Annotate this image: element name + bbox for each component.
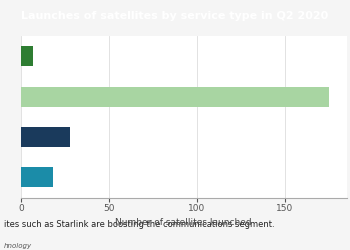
Bar [21, 46, 33, 66]
Bar [21, 167, 52, 188]
Bar [21, 127, 70, 147]
Bar [21, 87, 329, 107]
Text: ites such as Starlink are boosting the communications segment.: ites such as Starlink are boosting the c… [4, 220, 274, 229]
X-axis label: Number of satellites launched: Number of satellites launched [116, 218, 252, 226]
Text: Launches of satellites by service type in Q2 2020: Launches of satellites by service type i… [21, 10, 329, 21]
Text: hnology: hnology [4, 243, 32, 249]
